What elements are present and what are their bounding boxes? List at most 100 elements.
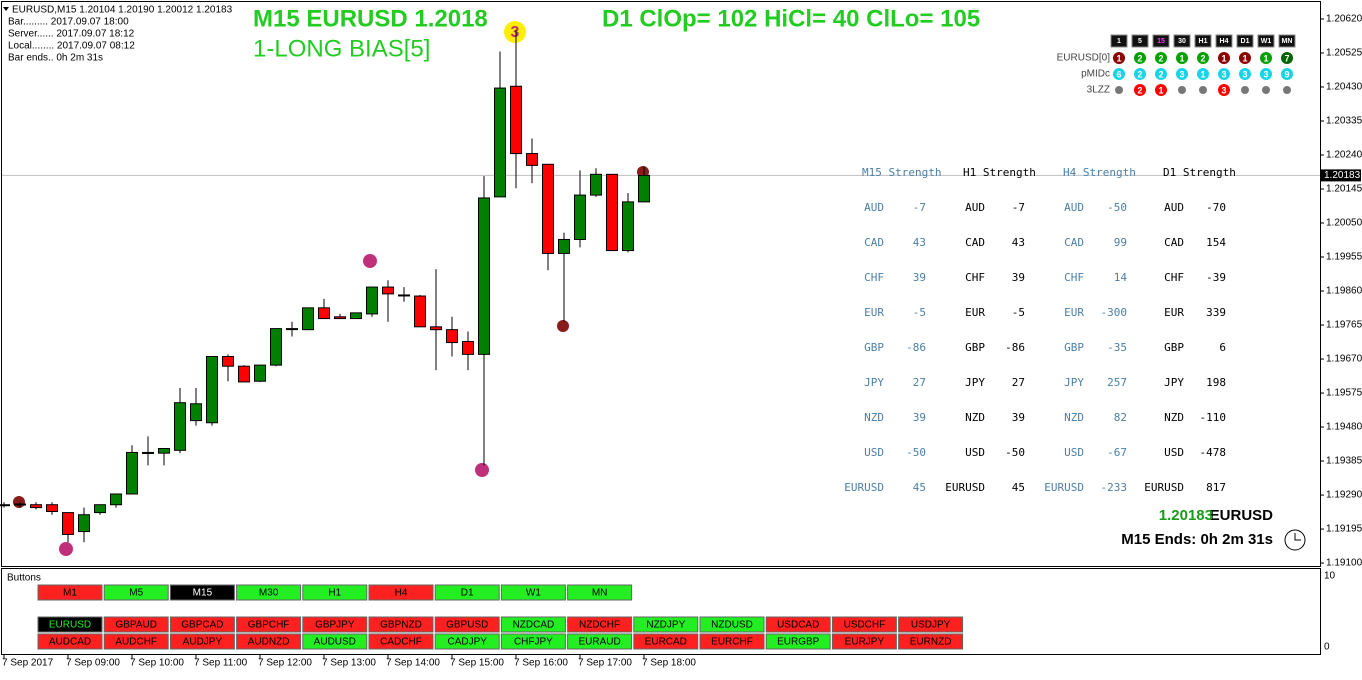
button[interactable]	[302, 616, 368, 633]
button[interactable]	[567, 633, 633, 650]
button-label[interactable]: NZDCAD	[513, 620, 555, 631]
button-label[interactable]: USDCAD	[777, 620, 819, 631]
button-label[interactable]: EURUSD	[49, 620, 91, 631]
button-label[interactable]: USDJPY	[911, 620, 951, 631]
button-label[interactable]: M15	[193, 588, 213, 599]
button[interactable]	[434, 584, 500, 601]
tf-box	[1278, 34, 1296, 48]
button-label[interactable]: EURAUD	[578, 637, 620, 648]
button[interactable]	[831, 616, 897, 633]
button-label[interactable]: H1	[328, 588, 341, 599]
button-label[interactable]: M1	[63, 588, 77, 599]
button-label[interactable]: AUDNZD	[248, 637, 290, 648]
strength-value: 99	[1114, 236, 1127, 249]
strength-value: 39	[913, 271, 926, 284]
button[interactable]	[302, 584, 368, 601]
candle-body	[190, 403, 202, 422]
button-label[interactable]: H4	[395, 588, 408, 599]
strength-name: USD	[965, 446, 985, 459]
tf-box	[1215, 34, 1233, 48]
signal-row-name: EURUSD[0]	[1057, 53, 1111, 64]
button[interactable]	[500, 633, 566, 650]
button-label[interactable]: GBPCAD	[181, 620, 223, 631]
button[interactable]	[103, 584, 169, 601]
button-label[interactable]: NZDUSD	[711, 620, 753, 631]
button[interactable]	[633, 616, 699, 633]
button[interactable]	[368, 616, 434, 633]
strength-name: CHF	[864, 271, 884, 284]
button-label[interactable]: CHFJPY	[514, 637, 553, 648]
button[interactable]	[37, 633, 103, 650]
button-label[interactable]: NZDCHF	[579, 620, 620, 631]
button-label[interactable]: EURNZD	[910, 637, 952, 648]
button-label[interactable]: GBPJPY	[315, 620, 355, 631]
chart-title: EURUSD,M15 1.20104 1.20190 1.20012 1.201…	[12, 5, 233, 16]
info-line: Bar......... 2017.09.07 18:00	[8, 17, 129, 28]
button-label[interactable]: GBPNZD	[380, 620, 422, 631]
strength-name: AUD	[1164, 201, 1184, 214]
button[interactable]	[236, 633, 302, 650]
button-label[interactable]: W1	[526, 588, 541, 599]
button-label[interactable]: M5	[129, 588, 143, 599]
button[interactable]	[236, 584, 302, 601]
button-label[interactable]: MN	[592, 588, 608, 599]
button-label[interactable]: EURCHF	[711, 637, 753, 648]
button[interactable]	[567, 616, 633, 633]
signal-cell-label: 2	[1158, 69, 1163, 79]
button[interactable]	[37, 616, 103, 633]
button[interactable]	[37, 584, 103, 601]
candle-body	[606, 173, 618, 252]
button[interactable]	[831, 633, 897, 650]
button[interactable]	[302, 633, 368, 650]
strength-value: -5	[913, 306, 926, 319]
button[interactable]	[169, 633, 235, 650]
button[interactable]	[633, 633, 699, 650]
button[interactable]	[898, 633, 964, 650]
signal-cell-label: 2	[1137, 53, 1142, 63]
button[interactable]	[765, 616, 831, 633]
button[interactable]	[169, 616, 235, 633]
candle-body	[638, 174, 650, 203]
button[interactable]	[236, 616, 302, 633]
button-label[interactable]: USDCHF	[844, 620, 886, 631]
candle-body	[430, 326, 442, 331]
button[interactable]	[169, 584, 235, 601]
button-label[interactable]: EURGBP	[777, 637, 820, 648]
button[interactable]	[434, 633, 500, 650]
button-label[interactable]: GBPAUD	[115, 620, 157, 631]
button-label[interactable]: CADJPY	[447, 637, 487, 648]
button-label[interactable]: GBPCHF	[248, 620, 290, 631]
button-label[interactable]: AUDCAD	[49, 637, 91, 648]
button-label[interactable]: AUDUSD	[314, 637, 356, 648]
button[interactable]	[368, 584, 434, 601]
button-label[interactable]: M30	[259, 588, 279, 599]
button[interactable]	[103, 616, 169, 633]
button[interactable]	[434, 616, 500, 633]
signal-cell	[1218, 68, 1230, 80]
button[interactable]	[898, 616, 964, 633]
candle-body	[398, 294, 410, 297]
button[interactable]	[567, 584, 633, 601]
button[interactable]	[103, 633, 169, 650]
button-label[interactable]: NZDJPY	[646, 620, 685, 631]
candle-body	[302, 307, 314, 331]
button-label[interactable]: EURJPY	[845, 637, 885, 648]
button[interactable]	[765, 633, 831, 650]
strength-value: 257	[1107, 376, 1127, 389]
button[interactable]	[500, 616, 566, 633]
button[interactable]	[699, 616, 765, 633]
button[interactable]	[368, 633, 434, 650]
y-tick-label: 1.20430	[1326, 82, 1362, 93]
button-label[interactable]: D1	[461, 588, 474, 599]
candle-body	[30, 504, 42, 509]
signal-cell-label: 9	[1284, 69, 1289, 79]
button[interactable]	[699, 633, 765, 650]
candle-body	[254, 364, 266, 382]
candle-body	[94, 504, 106, 514]
button-label[interactable]: GBPUSD	[446, 620, 488, 631]
button-label[interactable]: AUDJPY	[183, 637, 223, 648]
button[interactable]	[500, 584, 566, 601]
button-label[interactable]: AUDCHF	[115, 637, 157, 648]
button-label[interactable]: CADCHF	[380, 637, 422, 648]
button-label[interactable]: EURCAD	[645, 637, 687, 648]
